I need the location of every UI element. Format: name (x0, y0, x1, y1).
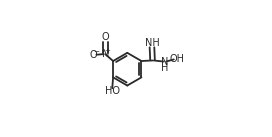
Text: +: + (104, 48, 110, 54)
Text: HO: HO (105, 85, 120, 95)
Text: H: H (161, 63, 168, 73)
Text: N: N (101, 49, 109, 59)
Text: NH: NH (145, 38, 159, 48)
Text: O: O (90, 50, 98, 60)
Text: −: − (93, 49, 99, 55)
Text: OH: OH (169, 54, 185, 64)
Text: N: N (161, 57, 168, 67)
Text: O: O (101, 32, 109, 42)
